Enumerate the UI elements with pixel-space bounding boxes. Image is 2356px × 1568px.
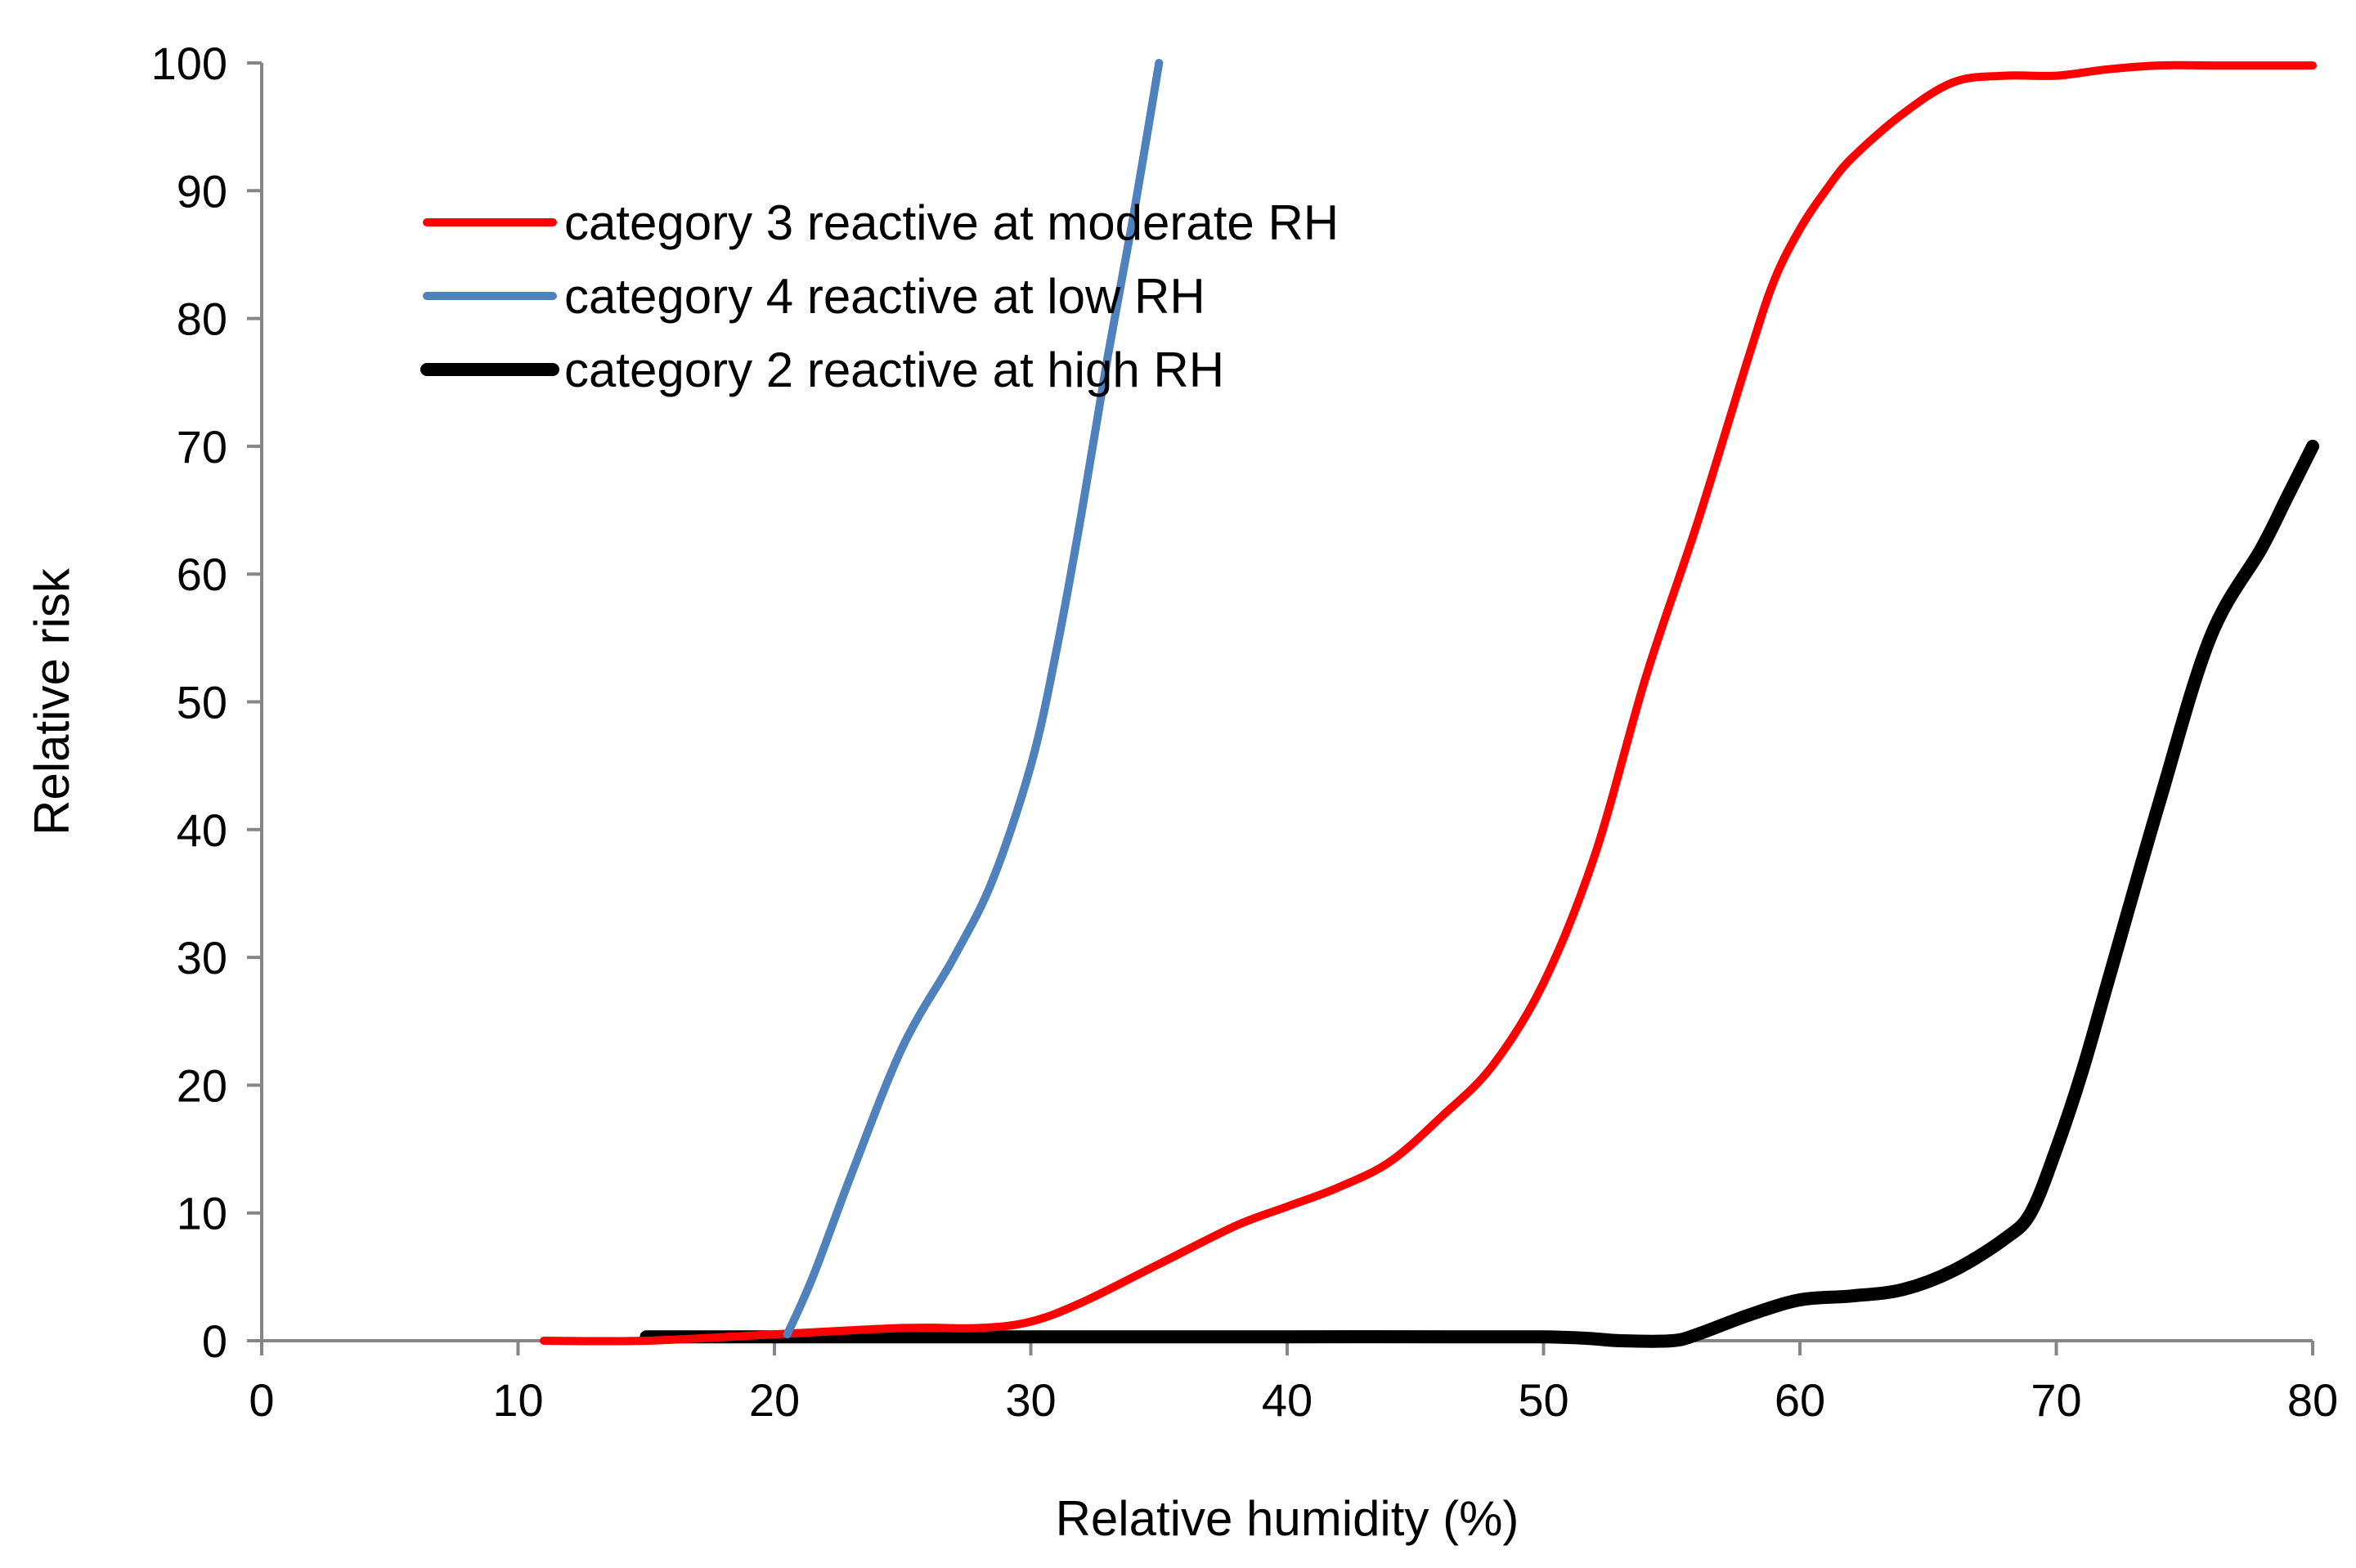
series-line-category-3 bbox=[539, 60, 2317, 1346]
y-tick-label: 50 bbox=[177, 677, 227, 728]
x-tick-label: 20 bbox=[749, 1374, 800, 1426]
y-tick-label: 40 bbox=[177, 804, 227, 856]
y-tick-label: 90 bbox=[177, 165, 227, 217]
x-tick-label: 40 bbox=[1262, 1374, 1313, 1426]
y-tick-label: 0 bbox=[202, 1315, 227, 1367]
series-layer bbox=[539, 59, 2319, 1348]
x-axis-ticks: 0 10 20 30 40 50 60 70 80 bbox=[249, 1341, 2338, 1426]
y-tick-label: 30 bbox=[177, 932, 227, 983]
y-tick-label: 60 bbox=[177, 549, 227, 600]
legend: category 3 reactive at moderate RH categ… bbox=[420, 195, 1339, 397]
y-tick-label: 20 bbox=[177, 1060, 227, 1111]
legend-label-category-3: category 3 reactive at moderate RH bbox=[564, 195, 1339, 250]
x-axis-title: Relative humidity (%) bbox=[1056, 1491, 1519, 1546]
y-axis-title: Relative risk bbox=[25, 567, 79, 836]
legend-label-category-4: category 4 reactive at low RH bbox=[564, 269, 1205, 324]
x-tick-label: 70 bbox=[2031, 1374, 2081, 1426]
series-line-category-2 bbox=[639, 439, 2319, 1348]
x-tick-label: 30 bbox=[1005, 1374, 1056, 1426]
y-axis-ticks: 0 10 20 30 40 50 60 70 80 90 100 bbox=[151, 38, 262, 1367]
x-tick-label: 60 bbox=[1775, 1374, 1825, 1426]
y-tick-label: 100 bbox=[151, 38, 227, 89]
y-tick-label: 70 bbox=[177, 421, 227, 473]
x-tick-label: 50 bbox=[1518, 1374, 1568, 1426]
x-tick-label: 80 bbox=[2287, 1374, 2338, 1426]
series-line-category-4 bbox=[783, 59, 1164, 1339]
x-tick-label: 10 bbox=[492, 1374, 543, 1426]
y-tick-label: 10 bbox=[177, 1188, 227, 1239]
legend-label-category-2: category 2 reactive at high RH bbox=[564, 343, 1224, 397]
y-tick-label: 80 bbox=[177, 293, 227, 345]
x-tick-label: 0 bbox=[249, 1374, 274, 1426]
